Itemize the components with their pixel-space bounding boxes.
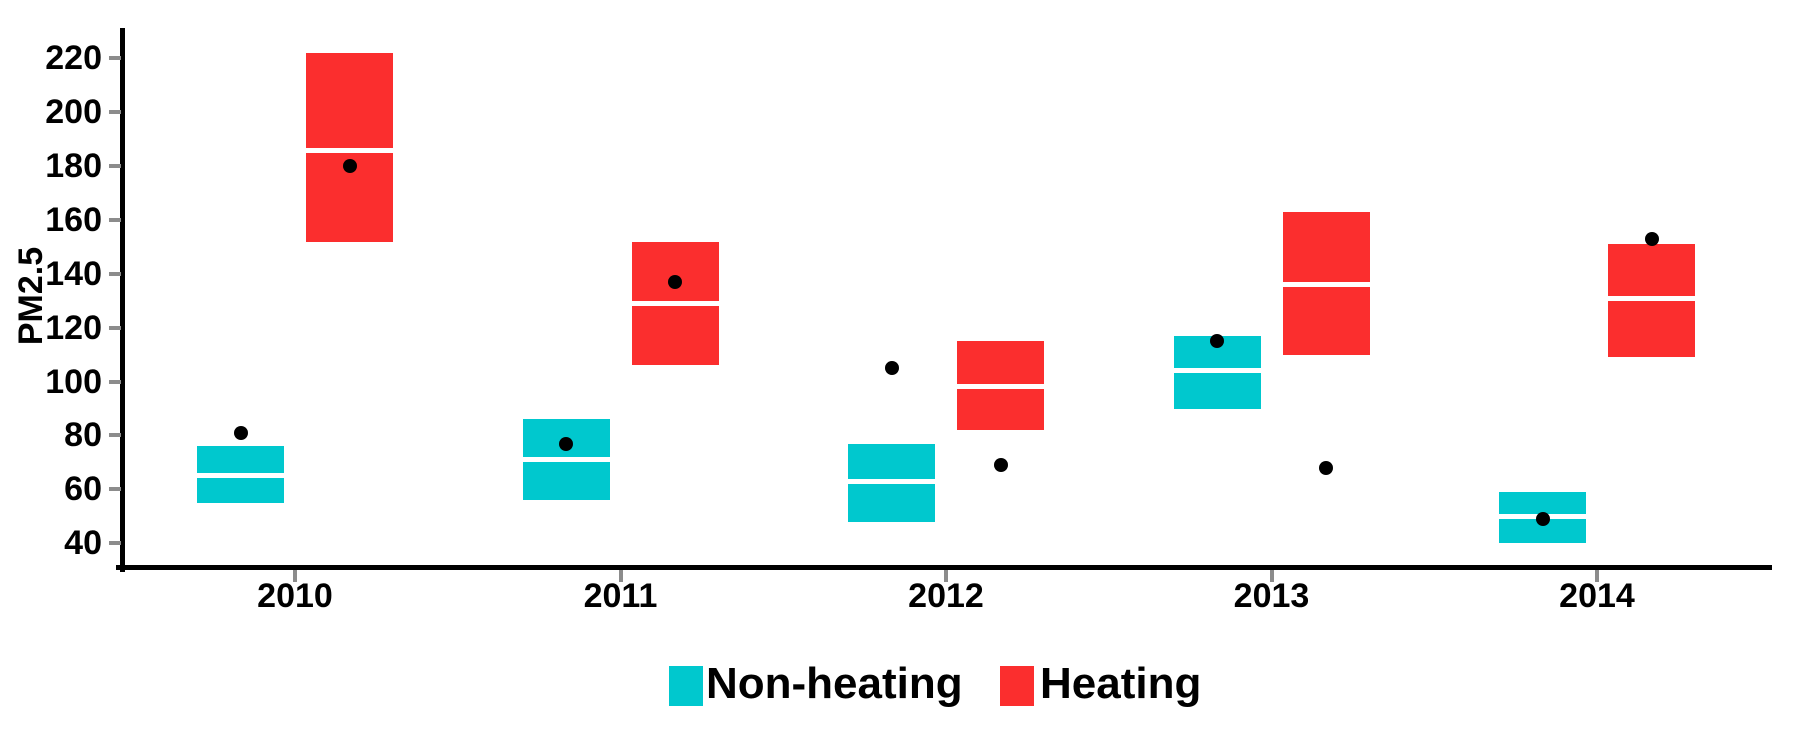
y-tick-mark [109,487,121,492]
y-tick-mark [109,271,121,276]
x-tick-mark [944,570,948,582]
mean-dot-heating-2011 [668,274,682,289]
y-tick-label: 140 [45,254,102,293]
y-tick-label: 220 [45,39,102,78]
y-tick-label: 200 [45,93,102,132]
mean-dot-heating-2012 [993,458,1008,473]
median-line-heating-2014 [1608,295,1695,301]
x-axis-line [116,565,1772,570]
mean-dot-non-heating-2012 [884,361,899,376]
y-tick-mark [109,56,121,61]
mean-dot-non-heating-2014 [1535,511,1550,526]
median-line-non-heating-2013 [1173,368,1261,374]
x-tick-mark [1595,570,1599,582]
mean-dot-heating-2014 [1644,231,1659,246]
y-tick-mark [109,379,121,384]
y-tick-label: 160 [45,201,102,240]
median-line-heating-2013 [1282,282,1370,288]
median-line-non-heating-2010 [197,473,284,479]
median-line-non-heating-2012 [848,478,935,484]
y-tick-label: 60 [64,470,102,509]
y-tick-mark [109,110,121,115]
median-line-heating-2012 [957,384,1044,390]
legend-label-non-heating: Non-heating [706,659,963,708]
y-tick-mark [109,164,121,169]
median-line-non-heating-2011 [522,457,610,463]
x-tick-label: 2012 [908,577,984,615]
mean-dot-heating-2013 [1319,460,1333,475]
x-tick-label: 2011 [583,577,658,615]
mean-dot-heating-2010 [342,159,357,174]
box-heating-2010 [306,53,393,242]
y-tick-mark [109,218,121,223]
y-tick-label: 40 [64,524,102,563]
y-tick-mark [109,433,121,438]
y-tick-label: 180 [45,147,102,186]
y-tick-label: 120 [45,308,102,347]
median-line-heating-2010 [306,147,393,153]
box-heating-2014 [1608,244,1695,358]
legend-swatch-heating [1000,666,1034,706]
median-line-heating-2011 [631,301,719,306]
mean-dot-non-heating-2011 [559,436,573,451]
y-tick-label: 80 [64,416,102,455]
x-tick-label: 2010 [257,577,333,615]
x-tick-mark [293,570,297,582]
mean-dot-non-heating-2013 [1210,334,1224,349]
x-tick-label: 2014 [1559,577,1635,615]
legend-label-heating: Heating [1040,659,1202,708]
legend-swatch-non-heating [669,666,703,706]
mean-dot-non-heating-2010 [233,425,248,440]
y-tick-mark [109,541,121,546]
x-tick-label: 2013 [1233,577,1310,615]
x-tick-mark [1269,570,1274,582]
y-tick-mark [109,325,121,330]
x-tick-mark [618,570,623,582]
y-axis-line [120,28,125,572]
y-tick-label: 100 [45,362,102,401]
